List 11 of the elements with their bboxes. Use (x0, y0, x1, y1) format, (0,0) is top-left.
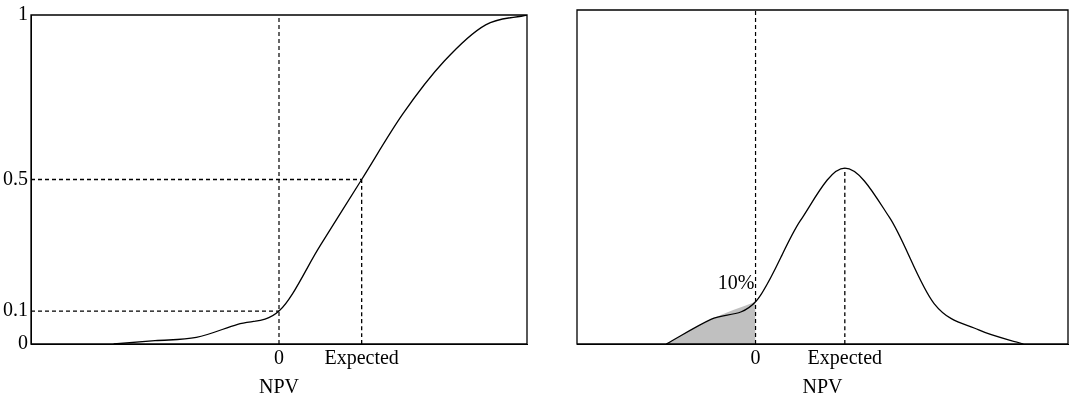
x-tick-label: Expected (807, 346, 883, 370)
x-tick-label: 0 (750, 346, 761, 369)
x-tick-label: Expected (324, 346, 399, 370)
x-tick-label: 0 (274, 346, 284, 369)
y-tick-label: 1 (18, 2, 28, 25)
y-tick-label: 0.5 (3, 166, 28, 189)
x-axis-title: NPV (258, 375, 300, 398)
y-tick-label: 0.1 (3, 298, 28, 321)
y-tick-label: 0 (18, 331, 28, 354)
annotation: 10% (717, 271, 755, 294)
x-axis-title: NPV (802, 375, 844, 398)
